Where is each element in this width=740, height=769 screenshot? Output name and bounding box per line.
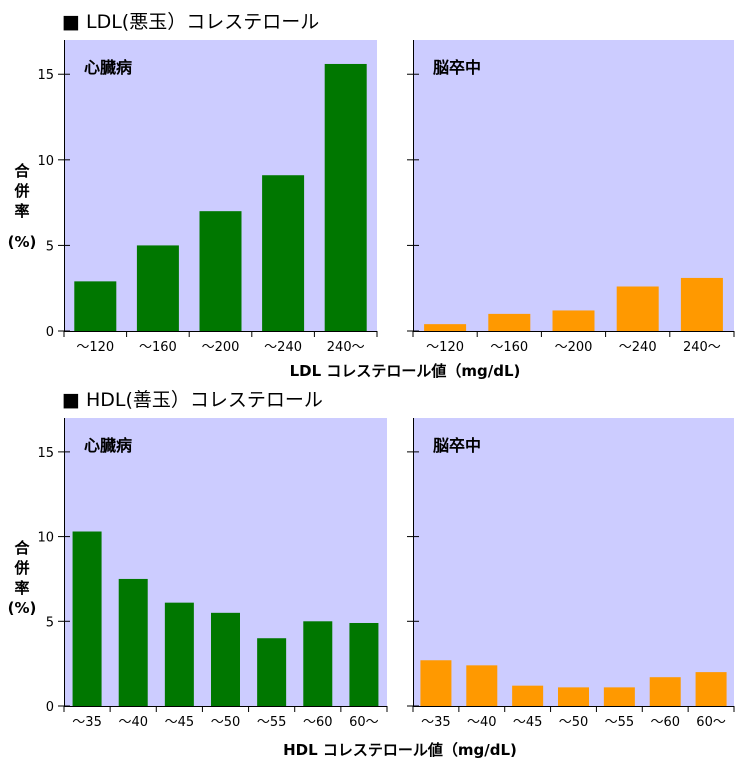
bar [118, 578, 148, 706]
x-tick-label: 240～ [683, 340, 721, 355]
bar [552, 310, 595, 331]
x-tick-label: ～120 [426, 340, 464, 355]
x-tick-label: ～50 [211, 715, 241, 730]
x-tick-label: 60～ [349, 715, 379, 730]
chart-panel: ～35 ～40 ～45 ～50 ～55 ～60 60～ 0 5 10 15 心臓病 [37, 418, 388, 730]
y-tick-label: 5 [46, 615, 54, 630]
x-tick-label: ～160 [139, 340, 177, 355]
y-label-char: 率 [14, 579, 29, 597]
bar [603, 687, 635, 706]
panel-title: 脳卒中 [433, 58, 481, 77]
y-tick-label: 10 [37, 531, 54, 546]
bar [616, 286, 659, 331]
section-title-hdl: ■ HDL(善玉）コレステロール [62, 389, 323, 411]
chart-panel: ～35 ～40 ～45 ～50 ～55 ～60 60～ 脳卒中 [407, 418, 735, 730]
x-tick-label: ～60 [650, 715, 680, 730]
bar [424, 324, 467, 331]
x-tick-label: ～40 [118, 715, 148, 730]
y-label-char: 合 [13, 539, 30, 557]
y-label-char: 率 [14, 202, 29, 220]
x-axis-label-hdl: HDL コレステロール値（mg/dL) [283, 741, 517, 759]
chart-panel: ～120 ～160 ～200 ～240 240～ 脳卒中 [407, 40, 735, 355]
y-axis-label-ldl: 合 併 率 (%) [8, 162, 37, 251]
y-tick-label: 10 [37, 154, 54, 169]
x-tick-label: ～40 [467, 715, 497, 730]
x-tick-label: ～240 [619, 340, 657, 355]
x-tick-label: ～240 [264, 340, 302, 355]
x-tick-label: ～55 [257, 715, 287, 730]
x-tick-label: ～35 [72, 715, 102, 730]
bar [649, 677, 681, 706]
bar [72, 531, 102, 706]
x-tick-label: ～45 [165, 715, 195, 730]
y-tick-label: 0 [46, 325, 54, 340]
x-tick-label: ～55 [605, 715, 635, 730]
bar [558, 687, 589, 706]
bar [512, 685, 544, 706]
x-tick-label: 60～ [696, 715, 726, 730]
x-axis-label-ldl: LDL コレステロール値（mg/dL) [290, 362, 521, 380]
x-tick-label: ～45 [513, 715, 543, 730]
bar [211, 612, 240, 706]
x-tick-label: ～120 [76, 340, 114, 355]
bar [488, 313, 531, 331]
bar [136, 245, 179, 331]
plot-background [413, 40, 734, 331]
bar [303, 621, 333, 706]
bar [466, 665, 498, 706]
bar [74, 281, 117, 331]
y-label-char: 併 [13, 182, 29, 200]
x-tick-label: ～160 [490, 340, 528, 355]
bar [257, 638, 287, 706]
y-tick-label: 15 [37, 68, 54, 83]
y-label-unit: (%) [8, 599, 37, 617]
x-tick-label: ～200 [555, 340, 593, 355]
section-title-ldl: ■ LDL(悪玉）コレステロール [62, 11, 319, 33]
bar [324, 63, 367, 331]
bar [420, 660, 452, 706]
bar [199, 211, 242, 331]
x-tick-label: ～200 [202, 340, 240, 355]
x-tick-label: ～60 [303, 715, 333, 730]
bar [695, 672, 727, 706]
bar [262, 175, 305, 331]
chart-panels: ～120 ～160 ～200 ～240 240～ 0 5 10 15 心臓病 ～120 ～160 ～20… [37, 40, 735, 730]
panel-title: 心臓病 [84, 436, 132, 455]
y-label-char: 併 [13, 559, 29, 577]
bar [680, 277, 723, 331]
y-tick-label: 15 [37, 446, 54, 461]
plot-background [413, 418, 734, 706]
x-tick-label: 240～ [327, 340, 365, 355]
panel-title: 脳卒中 [433, 436, 481, 455]
y-axis-label-hdl: 合 併 率 (%) [8, 539, 37, 617]
bar [349, 622, 379, 706]
chart-panel: ～120 ～160 ～200 ～240 240～ 0 5 10 15 心臓病 [37, 40, 378, 355]
bar [164, 602, 194, 706]
x-tick-label: ～35 [421, 715, 451, 730]
x-tick-label: ～50 [559, 715, 589, 730]
y-label-char: 合 [13, 162, 30, 180]
y-label-unit: (%) [8, 233, 37, 251]
panel-title: 心臓病 [84, 58, 132, 77]
y-tick-label: 0 [46, 700, 54, 715]
y-tick-label: 5 [46, 239, 54, 254]
